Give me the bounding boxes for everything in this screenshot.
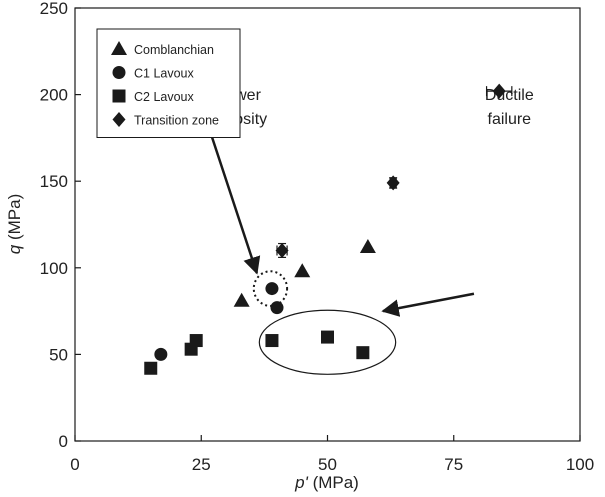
legend-comblanchian-marker [111, 41, 127, 55]
y-tick-label: 200 [40, 86, 68, 105]
comblanchian-point [294, 263, 311, 278]
c1-lavoux-point [154, 347, 168, 361]
c2-lavoux-point [144, 361, 158, 375]
data-marks [144, 83, 513, 375]
ductile-failure-label: failure [488, 111, 532, 128]
transition-zone-point [386, 175, 400, 191]
legend-c2-lavoux-marker [112, 89, 126, 103]
comblanchian-point [359, 239, 376, 254]
ductile-failure-arrow [381, 292, 475, 317]
legend-comblanchian-label: Comblanchian [134, 43, 214, 57]
y-tick-label: 250 [40, 0, 68, 18]
y-tick-label: 0 [59, 432, 68, 451]
x-tick-label: 100 [566, 455, 594, 474]
comblanchian-point [233, 292, 250, 307]
ductile-failure-label: Ductile [485, 87, 534, 104]
legend-transition-zone-marker [112, 112, 126, 127]
legend: Comblanchian C1 Lavoux C2 Lavoux Transition… [96, 28, 241, 138]
c2-lavoux-point [356, 346, 370, 360]
annotations: LowerporosityDuctilefailure [207, 87, 534, 375]
transition-zone-point [492, 83, 506, 99]
transition-zone-point [275, 242, 289, 258]
axis-ticks: 0 25 50 75 100 0 50 100 150 200 250 [40, 0, 595, 474]
axis-unit: (MPa) [5, 194, 24, 245]
c2-lavoux-point [265, 334, 279, 348]
legend-c1-lavoux-marker [112, 66, 126, 79]
x-axis-label: p' (MPa) [294, 473, 359, 492]
x-tick-label: 50 [318, 455, 337, 474]
lower-porosity-circle [252, 270, 289, 307]
ductile-failure-ellipse [258, 309, 397, 375]
c1-lavoux-point [270, 301, 284, 315]
legend-transition-zone-label: Transition zone [134, 114, 219, 128]
x-tick-label: 25 [192, 455, 211, 474]
c1-lavoux-point [265, 282, 279, 296]
y-tick-label: 50 [49, 345, 68, 364]
c2-lavoux-point [189, 334, 203, 348]
legend-c1-lavoux-label: C1 Lavoux [134, 67, 195, 81]
axis-variable: q [5, 244, 24, 254]
y-axis-label: q (MPa) [5, 194, 24, 254]
y-tick-label: 150 [40, 172, 68, 191]
x-tick-label: 0 [70, 455, 79, 474]
legend-c2-lavoux-label: C2 Lavoux [134, 90, 195, 104]
y-tick-label: 100 [40, 259, 68, 278]
lower-porosity-arrow [207, 127, 261, 275]
axis-unit: (MPa) [308, 473, 359, 492]
x-tick-label: 75 [444, 455, 463, 474]
axis-variable: p' [294, 473, 308, 492]
c2-lavoux-point [321, 330, 334, 344]
